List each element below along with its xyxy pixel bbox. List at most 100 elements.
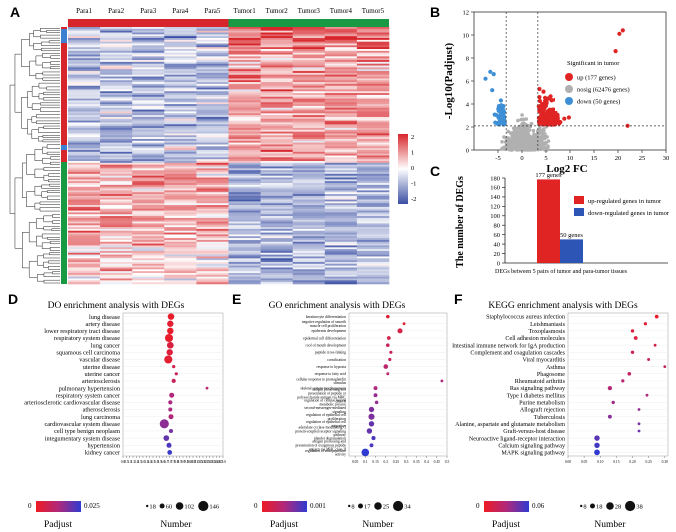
heatmap-cell (100, 82, 133, 85)
heatmap-cell (100, 265, 133, 268)
heatmap-cell (164, 109, 197, 112)
heatmap-cell (100, 184, 133, 188)
heatmap-cell (68, 102, 101, 105)
heatmap-cell (260, 67, 293, 70)
heatmap-cell (196, 47, 229, 50)
heatmap-cell (132, 126, 165, 129)
colorbar-tick: 1 (411, 150, 414, 157)
heatmap-cells (68, 27, 390, 285)
heatmap-cell (292, 69, 326, 72)
heatmap-cell (292, 149, 326, 153)
heatmap-cell (324, 245, 358, 248)
heatmap-cell (132, 183, 165, 186)
heatmap-cell (260, 194, 293, 197)
heatmap-cell (292, 58, 326, 61)
heatmap-cell (164, 102, 197, 105)
heatmap-cell (132, 67, 165, 70)
heatmap-cell (324, 102, 358, 105)
heatmap-cell (164, 142, 197, 145)
term-label: epidermal cell differentiation (303, 336, 346, 340)
heatmap-cell (196, 63, 229, 66)
column-label: Para5 (204, 7, 220, 15)
heatmap-cell (260, 245, 293, 248)
heatmap-cell (132, 208, 165, 211)
tumor-group-bar (228, 19, 389, 27)
size-legend-label: 60 (166, 504, 173, 511)
volcano-point-nosig (539, 138, 544, 142)
heatmap-cell (68, 94, 101, 98)
heatmap-cell (196, 78, 229, 81)
heatmap-cell (292, 272, 326, 276)
heatmap-cell (356, 206, 390, 210)
heatmap-cell (292, 100, 326, 103)
panel-letter-b: B (430, 4, 440, 20)
heatmap-cell (68, 131, 101, 134)
heatmap-cell (356, 148, 390, 151)
heatmap-cell (292, 157, 326, 160)
heatmap-cell (324, 100, 358, 103)
heatmap-cell (292, 217, 326, 221)
heatmap-cell (228, 153, 261, 156)
heatmap-cell (164, 80, 197, 83)
heatmap-cell (132, 87, 165, 90)
heatmap-cell (292, 49, 326, 52)
heatmap-cell (260, 98, 293, 101)
volcano-ytick-label: 4 (466, 101, 470, 108)
heatmap-cell (132, 28, 165, 31)
term-label: Leishmaniasis (530, 322, 565, 328)
heatmap-cell (164, 50, 197, 53)
heatmap-cell (292, 173, 326, 176)
heatmap-cell (260, 254, 293, 257)
heatmap-cell (164, 83, 197, 87)
heatmap-cell (292, 65, 326, 68)
term-label: Neuroactive ligand-receptor interaction (469, 436, 565, 442)
heatmap-cell (356, 177, 390, 180)
heatmap-cell (324, 74, 358, 77)
plot-frame (122, 312, 224, 457)
xtick-label: 8.0 (174, 460, 179, 464)
heatmap-cell (100, 168, 133, 171)
size-legend-label: 146 (209, 504, 220, 511)
heatmap-cell (228, 250, 261, 254)
heatmap-cell (68, 105, 101, 109)
heatmap-cell (196, 50, 229, 53)
heatmap-cell (292, 179, 326, 182)
heatmap-cell (100, 276, 133, 279)
row-group-mark (61, 29, 67, 43)
heatmap-cell (68, 60, 101, 63)
heatmap-cell (356, 217, 390, 221)
bar-ytick-label: 80 (494, 223, 501, 230)
heatmap-cell (196, 249, 229, 252)
heatmap-cell (292, 247, 326, 250)
heatmap-cell (292, 146, 326, 149)
heatmap-cell (292, 80, 326, 83)
heatmap-cell (164, 155, 197, 158)
heatmap-cell (196, 179, 229, 182)
size-legend-label: 28 (615, 504, 622, 511)
xtick-label: 0.45 (434, 460, 440, 464)
heatmap-cell (68, 118, 101, 121)
heatmap-cell (164, 149, 197, 153)
column-label: Para3 (140, 7, 156, 15)
heatmap-cell (356, 267, 390, 270)
heatmap-cell (324, 232, 358, 235)
heatmap-cell (228, 161, 261, 164)
enrichment-dot (386, 336, 391, 340)
heatmap-cell (100, 261, 133, 265)
volcano-point-nosig (511, 138, 516, 142)
heatmap-cell (68, 280, 101, 283)
enrichment-dot (368, 413, 375, 420)
padj-colorbar (484, 501, 529, 512)
heatmap-cell (132, 72, 165, 76)
heatmap-cell (100, 269, 133, 272)
row-group-mark (61, 145, 67, 150)
plot-frame (567, 312, 669, 457)
bar-ytick-label: 20 (494, 251, 501, 258)
term-label: lung cancer (91, 342, 121, 349)
enrichment-dot (663, 365, 667, 368)
heatmap-cell (324, 39, 358, 42)
heatmap-cell (260, 216, 293, 219)
heatmap-cell (196, 195, 229, 199)
heatmap-cell (164, 205, 197, 208)
heatmap-cell (228, 148, 261, 151)
